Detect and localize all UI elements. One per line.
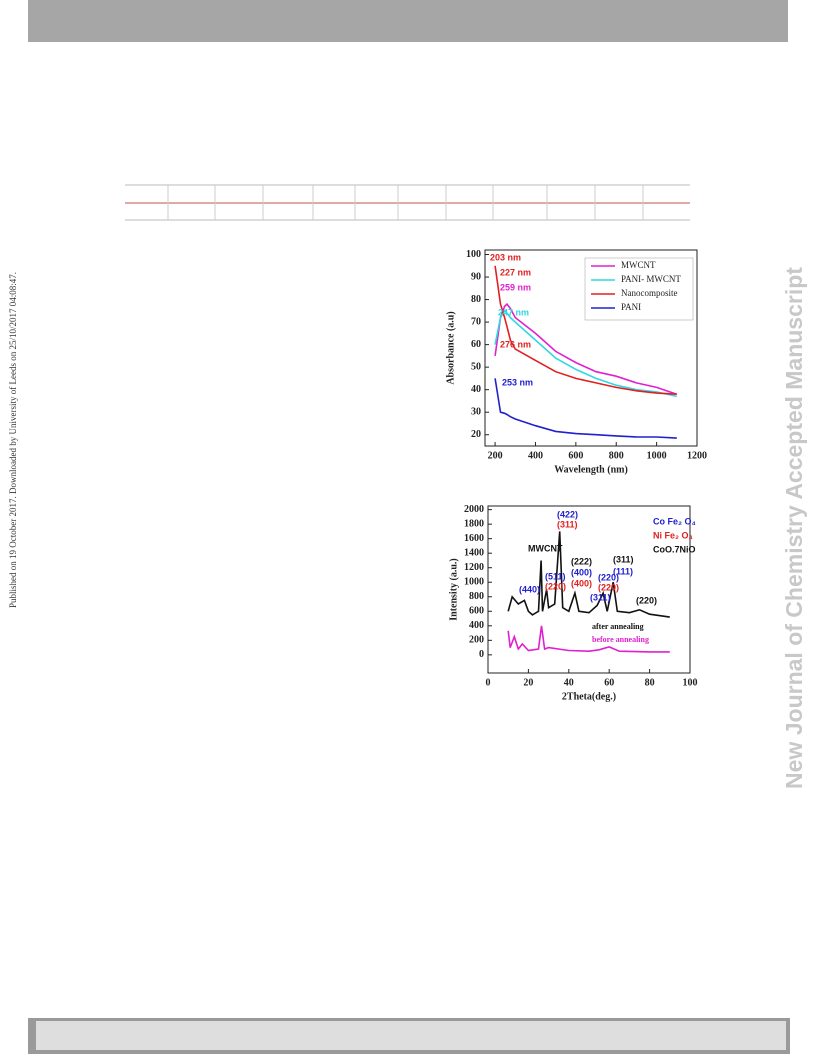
y-tick-label: 1800 bbox=[464, 518, 484, 529]
annotation: (311) bbox=[613, 554, 634, 564]
y-tick-label: 40 bbox=[471, 384, 481, 395]
annotation: 227 nm bbox=[500, 267, 531, 277]
plot-frame bbox=[487, 505, 691, 674]
series-line bbox=[494, 302, 678, 395]
annotation: (440) bbox=[519, 584, 540, 594]
y-axis-label: Absorbance (a.u) bbox=[445, 311, 456, 384]
y-tick-label: 50 bbox=[471, 361, 481, 372]
x-tick-label: 1200 bbox=[687, 450, 707, 461]
series-line bbox=[507, 531, 670, 618]
y-axis-label: Intensity (a.u.) bbox=[448, 558, 459, 621]
y-tick-label: 0 bbox=[479, 649, 484, 660]
series-line bbox=[494, 309, 677, 398]
annotation: (220) bbox=[598, 572, 619, 582]
annotation: (311) bbox=[590, 592, 611, 602]
annotation: (220) bbox=[636, 595, 657, 605]
legend-label: PANI- MWCNT bbox=[621, 274, 681, 284]
annotation: MWCNT bbox=[528, 543, 563, 553]
series-line bbox=[494, 378, 677, 439]
x-tick-label: 60 bbox=[604, 677, 614, 688]
y-tick-label: 1400 bbox=[464, 547, 484, 558]
header-bar bbox=[28, 0, 788, 42]
x-tick-label: 1000 bbox=[647, 450, 667, 461]
y-tick-label: 80 bbox=[471, 294, 481, 305]
x-tick-label: 600 bbox=[568, 450, 583, 461]
annotation: CoO.7NiO bbox=[653, 544, 696, 554]
series-line bbox=[507, 625, 670, 653]
y-tick-label: 90 bbox=[471, 271, 481, 282]
annotation: (220) bbox=[598, 582, 619, 592]
annotation: 253 nm bbox=[502, 377, 533, 387]
y-tick-label: 1600 bbox=[464, 533, 484, 544]
x-tick-label: 800 bbox=[609, 450, 624, 461]
annotation: 203 nm bbox=[490, 252, 521, 262]
x-axis-label: 2Theta(deg.) bbox=[562, 691, 616, 702]
y-tick-label: 600 bbox=[469, 606, 484, 617]
annotation: 276 nm bbox=[500, 339, 531, 349]
y-tick-label: 60 bbox=[471, 339, 481, 350]
legend-label: PANI bbox=[621, 302, 641, 312]
annotation: (111) bbox=[613, 566, 633, 576]
y-tick-label: 20 bbox=[471, 429, 481, 440]
annotation: Co Fe₂ O₄ bbox=[653, 516, 696, 526]
x-tick-label: 40 bbox=[564, 677, 574, 688]
side-note: Published on 19 October 2017. Downloaded… bbox=[8, 272, 18, 608]
annotation: Ni Fe₂ O₄ bbox=[653, 530, 693, 540]
x-axis-label: Wavelength (nm) bbox=[554, 464, 628, 475]
series-label: before annealing bbox=[592, 635, 649, 644]
y-tick-label: 2000 bbox=[464, 504, 484, 515]
x-tick-label: 400 bbox=[528, 450, 543, 461]
y-tick-label: 400 bbox=[469, 620, 484, 631]
empty-table bbox=[125, 184, 690, 221]
x-tick-label: 200 bbox=[488, 450, 503, 461]
chart: 20 30 40 50 60 70 80 90 100 200 400 600 800 1000 1200 W… bbox=[445, 249, 707, 475]
x-tick-label: 80 bbox=[645, 677, 655, 688]
x-tick-label: 100 bbox=[683, 677, 698, 688]
footer-inner bbox=[36, 1021, 786, 1050]
chart: 0 200 400 600 800 1000 1200 1400 1600 1800 2000 0 20… bbox=[448, 504, 697, 702]
y-tick-label: 200 bbox=[469, 635, 484, 646]
annotation: (511) bbox=[545, 571, 566, 581]
legend-label: MWCNT bbox=[621, 260, 656, 270]
series-line bbox=[494, 265, 677, 395]
annotation: 259 nm bbox=[500, 282, 531, 292]
annotation: (400) bbox=[571, 578, 592, 588]
y-tick-label: 1000 bbox=[464, 577, 484, 588]
y-tick-label: 1200 bbox=[464, 562, 484, 573]
annotation: (311) bbox=[557, 519, 578, 529]
y-tick-label: 100 bbox=[466, 249, 481, 260]
annotation: (222) bbox=[571, 556, 592, 566]
plot-frame bbox=[484, 249, 698, 447]
annotation: (400) bbox=[571, 567, 592, 577]
table-columns bbox=[167, 185, 644, 220]
legend-label: Nanocomposite bbox=[621, 288, 678, 298]
y-tick-label: 800 bbox=[469, 591, 484, 602]
y-tick-label: 30 bbox=[471, 407, 481, 418]
x-tick-label: 0 bbox=[486, 677, 491, 688]
annotation: (422) bbox=[557, 509, 578, 519]
annotation: (220) bbox=[545, 581, 566, 591]
annotation: 247 nm bbox=[498, 307, 529, 317]
y-tick-label: 70 bbox=[471, 316, 481, 327]
legend-frame bbox=[584, 257, 694, 321]
x-tick-label: 20 bbox=[523, 677, 533, 688]
series-label: after annealing bbox=[592, 622, 644, 631]
watermark: New Journal of Chemistry Accepted Manusc… bbox=[781, 267, 807, 789]
